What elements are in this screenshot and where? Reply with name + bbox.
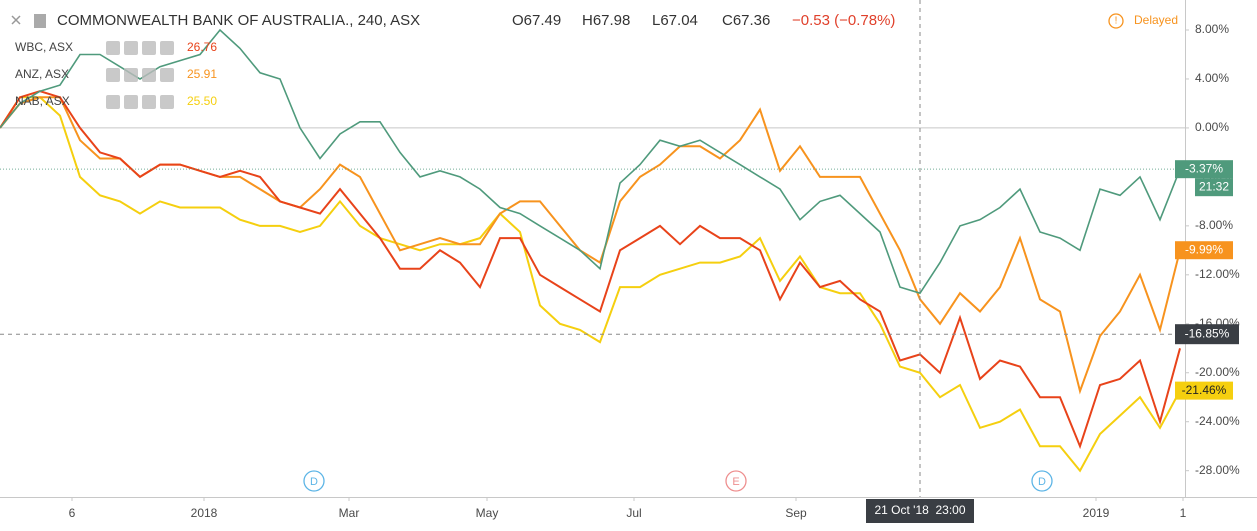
legend-button [124,95,138,109]
x-tick-label: 2019 [1083,506,1110,520]
close-icon [11,15,21,25]
legend-button [106,68,120,82]
legend-button [142,95,156,109]
event-marker[interactable] [1031,470,1053,492]
legend-button [106,41,120,55]
series-line [0,90,1181,450]
x-tick-label: Jul [626,506,641,520]
legend-name: NAB, ASX [15,94,70,108]
delayed-icon-mark: ! [1115,16,1118,27]
legend-button [160,68,174,82]
change: −0.53 (−0.78%) [792,12,895,29]
legend-name: ANZ, ASX [15,67,69,81]
y-tick-label: 4.00% [1195,71,1229,85]
legend-button [124,68,138,82]
x-tick-label: May [476,506,499,520]
ohlc-value: C67.36 [722,12,770,29]
x-tick-label: Sep [785,506,807,520]
last-value-label: -9.99% [1185,242,1223,256]
x-tick-label: Mar [339,506,360,520]
legend-price: 25.91 [187,67,217,81]
crosshair-x-box [866,499,974,523]
last-value-box [1175,381,1233,400]
delayed-icon [1108,13,1124,29]
legend-button [142,68,156,82]
event-label: E [732,476,739,488]
event-label: D [310,476,318,488]
series-line [0,28,1181,295]
last-value-label: -3.37% [1185,161,1223,175]
legend-price: 25.50 [187,94,217,108]
delayed-status[interactable]: Delayed [1134,13,1178,27]
event-marker[interactable] [725,470,747,492]
series-line [0,96,1181,473]
legend-button [160,41,174,55]
crosshair-x-label: 21 Oct '18 23:00 [874,503,965,517]
crosshair-y-box [1175,324,1239,345]
y-tick-label: -8.00% [1195,218,1233,232]
y-tick-label: 0.00% [1195,120,1229,134]
ohlc-value: H67.98 [582,12,630,29]
x-tick-label: 6 [69,506,76,520]
event-marker[interactable] [303,470,325,492]
x-tick-label: 1 [1180,506,1187,520]
legend-button [124,41,138,55]
legend-name: WBC, ASX [15,40,73,54]
x-tick-label: 2018 [191,506,218,520]
last-time-label: 21:32 [1199,179,1229,193]
legend-button [160,95,174,109]
last-time-box [1195,178,1233,197]
symbol-title[interactable]: COMMONWEALTH BANK OF AUSTRALIA., 240, AS… [57,12,420,29]
last-value-label: -21.46% [1182,383,1227,397]
legend-button [106,95,120,109]
y-tick-label: -24.00% [1195,414,1240,428]
y-tick-label: -12.00% [1195,267,1240,281]
ohlc-value: O67.49 [512,12,561,29]
crosshair-y-label: -16.85% [1185,326,1230,340]
flag-icon [34,14,46,28]
event-label: D [1038,476,1046,488]
last-value-box [1175,241,1233,260]
legend-price: 26.76 [187,40,217,54]
y-tick-label: -20.00% [1195,365,1240,379]
ohlc-value: L67.04 [652,12,698,29]
legend-button [142,41,156,55]
header-icons [11,14,46,28]
y-tick-label: 8.00% [1195,22,1229,36]
last-value-box [1175,160,1233,179]
y-tick-label: -28.00% [1195,463,1240,477]
